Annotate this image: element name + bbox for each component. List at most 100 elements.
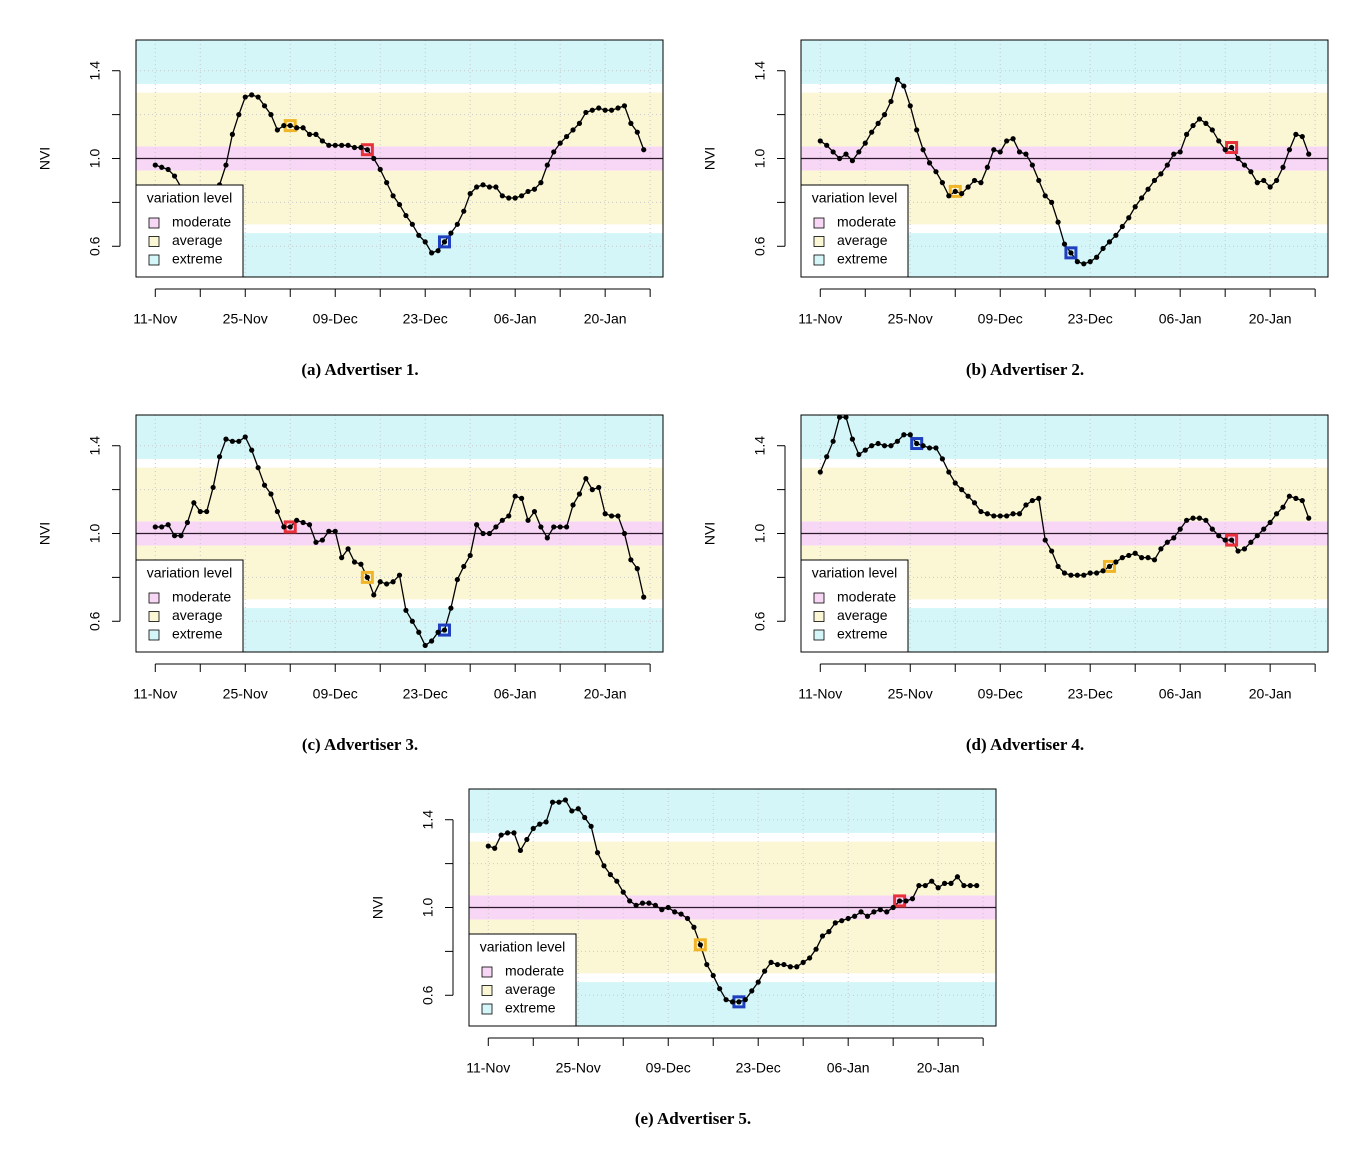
data-point <box>435 629 441 635</box>
data-point <box>576 491 583 497</box>
legend-label: moderate <box>837 589 896 605</box>
data-point <box>569 808 575 814</box>
data-point <box>1280 504 1286 510</box>
data-point <box>274 508 280 515</box>
x-tick-label: 06-Jan <box>494 686 537 702</box>
data-point <box>506 513 512 519</box>
data-point <box>268 112 274 118</box>
legend-swatch <box>148 611 160 622</box>
x-tick-label: 09-Dec <box>313 686 358 702</box>
data-point <box>152 524 158 530</box>
data-point <box>807 955 813 961</box>
data-point <box>530 825 536 832</box>
data-point <box>1203 120 1209 126</box>
data-point <box>570 127 576 133</box>
data-point <box>884 909 890 915</box>
data-point <box>1004 513 1010 519</box>
data-point <box>557 524 563 530</box>
data-point <box>800 959 806 965</box>
data-point <box>531 508 538 515</box>
data-point <box>531 186 538 192</box>
legend-label: moderate <box>505 963 564 979</box>
data-point <box>1184 131 1190 137</box>
data-point <box>1023 151 1029 157</box>
data-point <box>1248 539 1254 545</box>
data-point <box>901 432 907 438</box>
data-point <box>461 563 467 570</box>
x-tick-label: 25-Nov <box>888 686 933 702</box>
y-tick-label: 1.0 <box>87 149 103 169</box>
data-point <box>933 169 939 175</box>
data-point <box>1061 570 1068 576</box>
data-point <box>768 959 774 965</box>
data-point <box>384 581 390 587</box>
data-point <box>1042 193 1048 199</box>
data-point <box>480 530 486 537</box>
data-point <box>498 832 504 838</box>
data-point <box>429 250 435 256</box>
y-axis-label: NVI <box>702 522 718 545</box>
data-point <box>819 933 826 939</box>
data-point <box>997 149 1003 155</box>
data-point <box>794 964 800 970</box>
data-point <box>544 162 550 168</box>
data-point <box>1100 568 1106 574</box>
data-point <box>223 162 229 168</box>
data-point <box>1196 116 1203 122</box>
data-point <box>1254 180 1260 186</box>
legend-swatch <box>813 254 825 266</box>
data-point <box>1081 261 1087 267</box>
y-tick-label: 1.4 <box>420 810 436 830</box>
data-point <box>1087 570 1093 576</box>
data-point <box>538 524 544 530</box>
data-point <box>544 535 550 541</box>
data-point <box>1273 511 1280 517</box>
data-point <box>474 184 480 190</box>
x-tick-label: 06-Jan <box>827 1060 870 1076</box>
x-tick-label: 06-Jan <box>1159 311 1202 327</box>
data-point <box>306 131 313 137</box>
data-point <box>1216 138 1222 144</box>
data-point <box>869 443 875 449</box>
data-point <box>461 208 467 214</box>
data-point <box>499 193 505 199</box>
data-point <box>896 898 903 904</box>
legend-swatch <box>813 611 825 622</box>
data-point <box>1267 519 1273 526</box>
data-point <box>171 173 178 179</box>
data-point <box>946 193 952 199</box>
data-point <box>621 530 628 537</box>
data-point <box>1119 223 1125 230</box>
data-point <box>371 592 377 598</box>
data-point <box>538 180 544 186</box>
legend-swatch <box>148 592 160 604</box>
data-point <box>839 918 845 924</box>
x-tick-label: 09-Dec <box>978 311 1023 327</box>
x-tick-label: 11-Nov <box>798 311 842 327</box>
data-point <box>525 517 531 523</box>
y-tick-label: 1.4 <box>752 436 768 456</box>
data-point <box>952 188 958 195</box>
x-tick-label: 23-Dec <box>736 1060 781 1076</box>
data-point <box>551 524 557 530</box>
data-point <box>1016 511 1023 517</box>
y-tick-label: 1.4 <box>87 436 103 456</box>
data-point <box>171 533 178 539</box>
data-point <box>601 863 607 869</box>
data-point <box>634 566 640 572</box>
data-point <box>1132 550 1138 556</box>
data-point <box>1248 169 1254 175</box>
data-point <box>377 579 383 585</box>
data-point <box>339 555 345 561</box>
data-point <box>563 133 570 140</box>
data-point <box>1228 537 1235 543</box>
x-tick-label: 20-Jan <box>584 686 627 702</box>
data-point <box>1023 502 1029 508</box>
data-point <box>710 972 716 979</box>
data-point <box>390 579 396 585</box>
data-point <box>1293 131 1299 137</box>
data-point <box>922 882 928 889</box>
data-point <box>165 166 171 173</box>
data-point <box>967 882 973 889</box>
